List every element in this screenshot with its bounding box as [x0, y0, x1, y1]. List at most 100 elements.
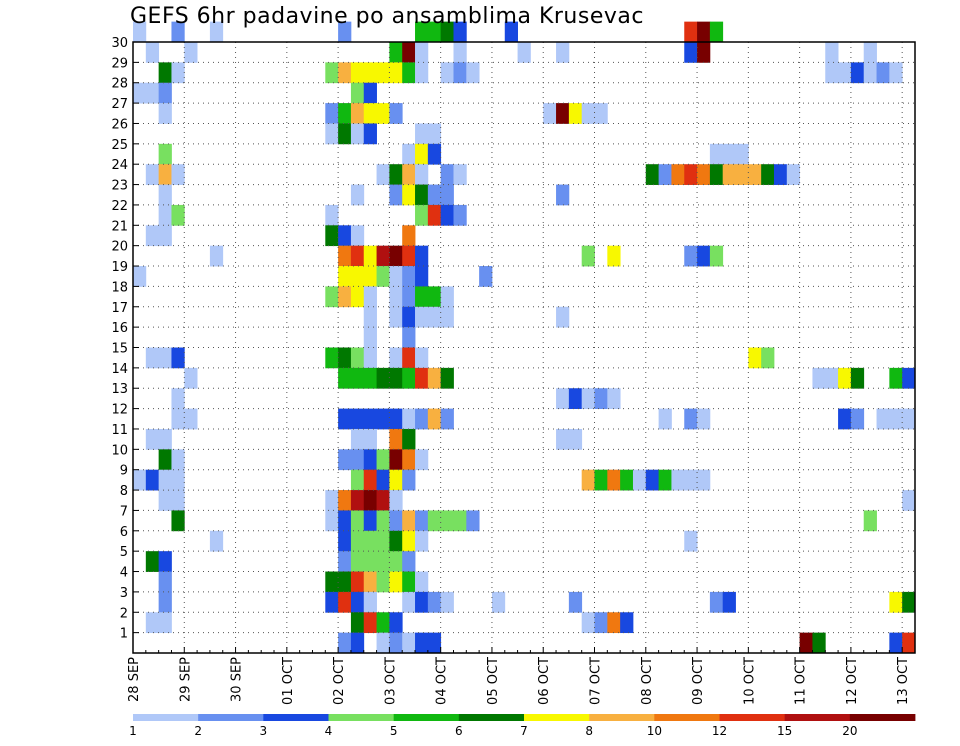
- heatmap-cell: [440, 21, 454, 43]
- heatmap-cell: [350, 449, 365, 471]
- heatmap-cell: [889, 632, 903, 654]
- heatmap-cell: [440, 184, 454, 206]
- heatmap-cell: [402, 530, 416, 552]
- heatmap-cell: [594, 103, 608, 124]
- heatmap-cell: [440, 286, 454, 308]
- heatmap-cell: [158, 449, 172, 471]
- y-tick-label: 9: [120, 464, 128, 479]
- heatmap-cell: [889, 591, 903, 613]
- colorbar-swatch: [393, 714, 460, 721]
- heatmap-cell: [158, 225, 172, 247]
- y-tick-label: 22: [111, 199, 128, 214]
- y-tick-label: 1: [120, 627, 128, 642]
- heatmap-cell: [158, 347, 172, 369]
- heatmap-cell: [427, 286, 442, 308]
- heatmap-cell: [376, 490, 390, 511]
- heatmap-cell: [171, 469, 185, 491]
- heatmap-cell: [581, 612, 595, 634]
- heatmap-cell: [145, 469, 160, 491]
- heatmap-cell: [338, 347, 352, 369]
- heatmap-cell: [427, 21, 442, 43]
- heatmap-cell: [363, 428, 377, 450]
- heatmap-cell: [748, 347, 762, 369]
- heatmap-cell: [543, 103, 557, 124]
- heatmap-cell: [325, 103, 339, 124]
- heatmap-cell: [697, 408, 711, 430]
- heatmap-cell: [338, 530, 352, 552]
- colorbar-label: 1: [129, 724, 137, 738]
- heatmap-cell: [415, 62, 429, 84]
- heatmap-cell: [158, 184, 172, 206]
- heatmap-cell: [376, 266, 390, 287]
- heatmap-cell: [607, 469, 621, 491]
- heatmap-cell: [338, 245, 352, 267]
- heatmap-cell: [902, 591, 916, 613]
- heatmap-cell: [363, 306, 377, 328]
- heatmap-cell: [581, 388, 595, 409]
- colorbar-swatch: [719, 714, 786, 721]
- y-tick-label: 6: [120, 525, 128, 540]
- heatmap-cell: [415, 266, 429, 287]
- colorbar-swatch: [458, 714, 525, 721]
- y-tick-label: 30: [111, 36, 128, 51]
- heatmap-cell: [440, 591, 454, 613]
- y-tick-label: 24: [111, 158, 128, 173]
- y-tick-label: 26: [111, 117, 128, 132]
- heatmap-cell: [376, 164, 390, 185]
- heatmap-cell: [415, 123, 429, 145]
- heatmap-cell: [158, 428, 172, 450]
- heatmap-cell: [415, 591, 429, 613]
- heatmap-cell: [158, 164, 172, 185]
- heatmap-cell: [376, 449, 390, 471]
- heatmap-cell: [453, 164, 467, 185]
- heatmap-cell: [709, 591, 724, 613]
- heatmap-cell: [171, 164, 185, 185]
- heatmap-cell: [376, 571, 390, 593]
- heatmap-cell: [594, 469, 608, 491]
- heatmap-cell: [171, 347, 185, 369]
- heatmap-cell: [350, 286, 365, 308]
- heatmap-cell: [863, 42, 877, 63]
- heatmap-cell: [825, 62, 839, 84]
- heatmap-cell: [402, 306, 416, 328]
- heatmap-cell: [581, 469, 595, 491]
- heatmap-cell: [453, 62, 467, 84]
- colorbar-swatch: [524, 714, 590, 721]
- heatmap-cell: [145, 612, 160, 634]
- heatmap-cell: [209, 245, 224, 267]
- heatmap-cell: [171, 408, 185, 430]
- colorbar-label: 12: [712, 724, 727, 738]
- heatmap-cell: [671, 469, 685, 491]
- heatmap-cell: [338, 286, 352, 308]
- heatmap-cell: [338, 510, 352, 532]
- x-tick-label: 06 OCT: [537, 657, 552, 705]
- heatmap-cell: [440, 367, 454, 389]
- heatmap-cell: [427, 632, 442, 654]
- x-tick-label: 02 OCT: [332, 657, 347, 705]
- heatmap-cell: [171, 388, 185, 409]
- heatmap-cell: [453, 204, 467, 226]
- heatmap-cell: [338, 62, 352, 84]
- heatmap-cell: [812, 367, 826, 389]
- heatmap-cell: [402, 266, 416, 287]
- heatmap-cell: [415, 367, 429, 389]
- heatmap-cell: [415, 632, 429, 654]
- heatmap-cell: [568, 103, 583, 124]
- y-tick-label: 11: [111, 423, 128, 438]
- heatmap-cell: [338, 123, 352, 145]
- heatmap-cell: [440, 204, 454, 226]
- heatmap-cell: [517, 42, 531, 63]
- colorbar-swatch: [198, 714, 264, 721]
- heatmap-cell: [415, 347, 429, 369]
- heatmap-cell: [684, 21, 698, 43]
- heatmap-cell: [415, 306, 429, 328]
- heatmap-cell: [133, 82, 147, 104]
- heatmap-cell: [171, 204, 185, 226]
- heatmap-cell: [389, 42, 403, 63]
- heatmap-cell: [363, 469, 377, 491]
- x-tick-label: 28 SEP: [127, 657, 142, 702]
- heatmap-cell: [402, 571, 416, 593]
- heatmap-cell: [415, 571, 429, 593]
- heatmap-cell: [722, 143, 736, 165]
- heatmap-cell: [376, 469, 390, 491]
